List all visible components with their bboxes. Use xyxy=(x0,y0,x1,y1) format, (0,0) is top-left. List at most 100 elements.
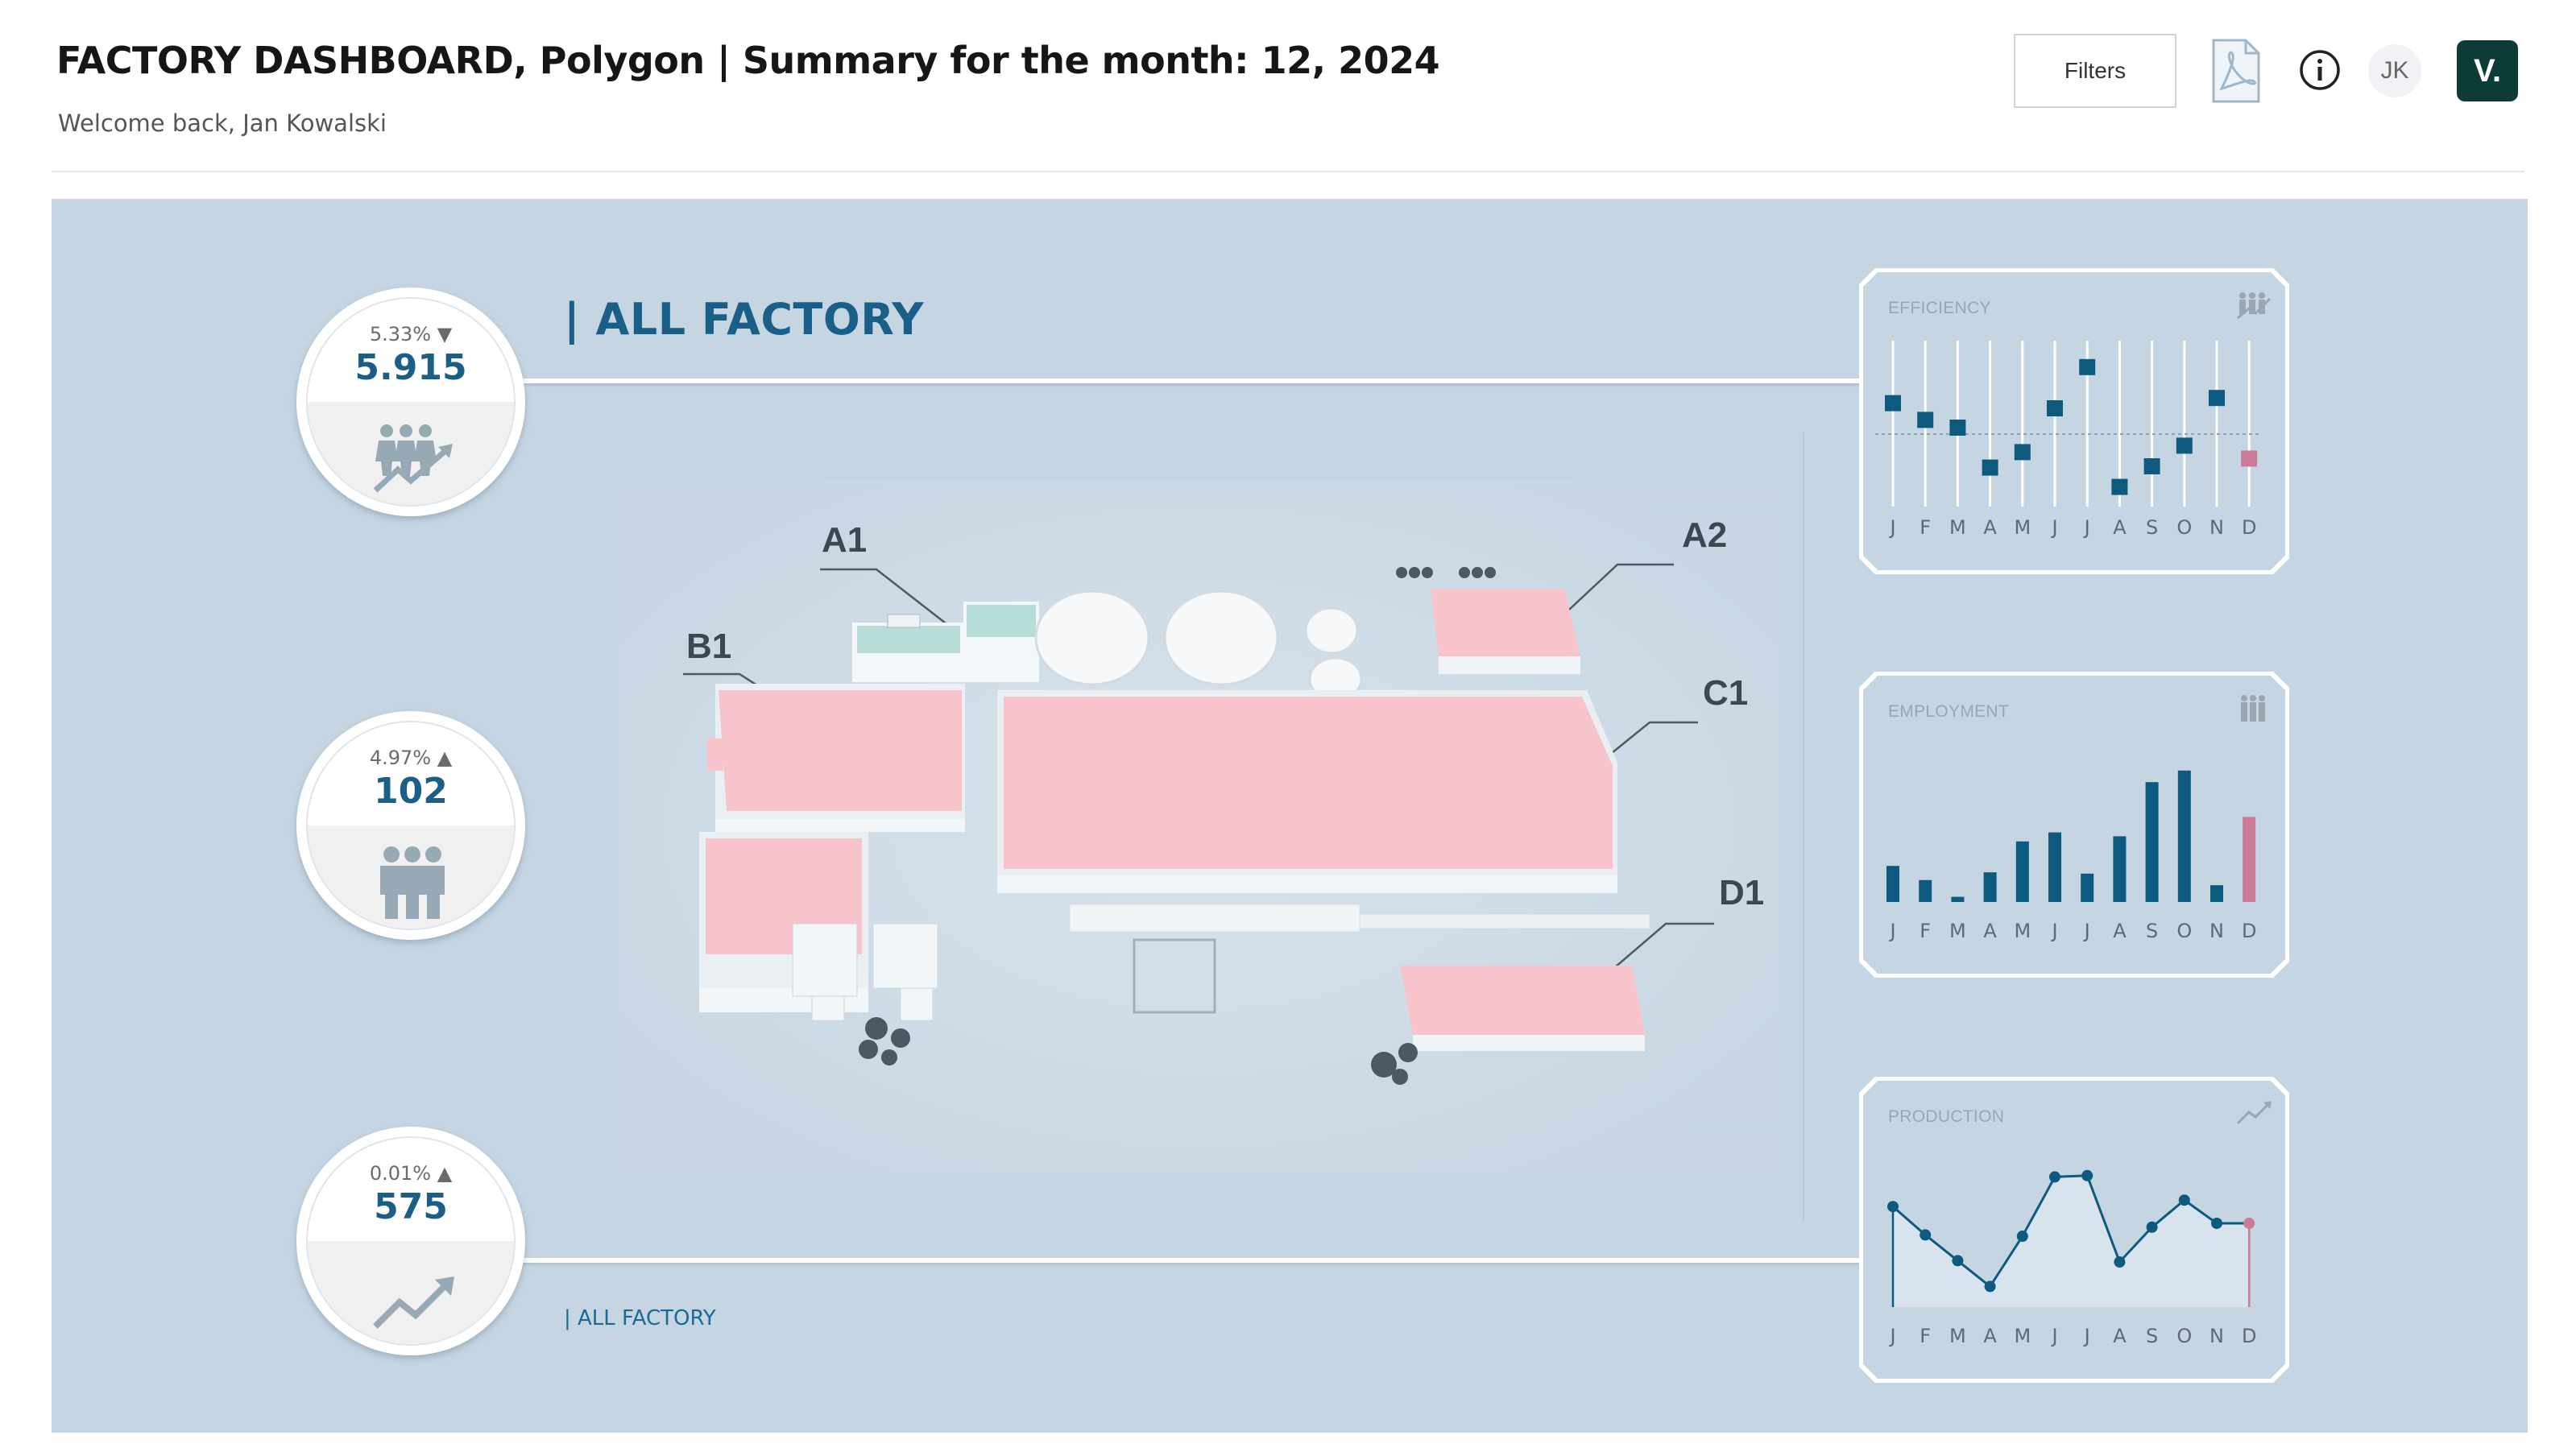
kpi-efficiency-body: 5.33% ▼ 5.915 xyxy=(306,297,516,507)
kpi-employment[interactable]: 4.97% ▲ 102 xyxy=(296,711,525,940)
building-c1[interactable] xyxy=(997,690,1617,893)
x-tick-label: F xyxy=(1920,516,1931,539)
factory-map: A1 B1 A2 C1 D1 xyxy=(619,481,1779,1173)
data-point xyxy=(2081,1169,2094,1181)
x-tick-label: D xyxy=(2242,920,2256,942)
connector-line-bottom xyxy=(520,1258,1919,1263)
bar xyxy=(2048,832,2061,902)
people-growth-icon xyxy=(2237,292,2272,320)
zone-label-a1: A1 xyxy=(822,520,867,560)
bar xyxy=(1983,872,1997,902)
x-tick-label: A xyxy=(2113,516,2127,539)
kpi-production[interactable]: 0.01% ▲ 575 xyxy=(296,1127,525,1355)
page-title: FACTORY DASHBOARD, Polygon | Summary for… xyxy=(56,39,1440,82)
kpi-efficiency[interactable]: 5.33% ▼ 5.915 xyxy=(296,288,525,516)
filters-button[interactable]: Filters xyxy=(2014,34,2176,108)
x-tick-label: N xyxy=(2209,920,2224,942)
x-tick-label: M xyxy=(1949,516,1966,539)
card-title: EFFICIENCY xyxy=(1888,299,1991,317)
building-b1[interactable] xyxy=(707,684,965,832)
welcome-message: Welcome back, Jan Kowalski xyxy=(58,110,387,137)
x-tick-label: J xyxy=(2050,516,2057,539)
data-point xyxy=(2079,358,2096,375)
x-tick-label: S xyxy=(2146,920,2158,942)
arrow-down-icon: ▼ xyxy=(437,323,453,345)
brand-logo: V. xyxy=(2457,40,2518,101)
zone-label-c1: C1 xyxy=(1703,673,1748,713)
x-tick-label: J xyxy=(2083,920,2090,942)
data-point xyxy=(1949,420,1966,436)
bar xyxy=(1886,866,1899,902)
data-point xyxy=(1920,1229,1932,1241)
x-tick-label: O xyxy=(2176,1325,2192,1347)
building-d1[interactable] xyxy=(1400,966,1645,1051)
data-point xyxy=(1984,1280,1996,1293)
x-tick-label: A xyxy=(2113,920,2127,942)
bar xyxy=(1951,896,1965,902)
data-point xyxy=(2047,400,2063,416)
kpi-change: 0.01% ▲ xyxy=(369,1162,453,1185)
x-tick-label: J xyxy=(2083,1325,2090,1347)
divider-line xyxy=(1803,432,1804,1222)
bar xyxy=(2177,770,2191,902)
x-tick-label: M xyxy=(2014,1325,2031,1347)
data-point xyxy=(2146,1221,2158,1233)
x-tick-label: M xyxy=(1949,920,1966,942)
data-point xyxy=(2143,458,2160,474)
data-point xyxy=(2176,437,2193,454)
x-tick-label: F xyxy=(1920,1325,1931,1347)
x-tick-label: N xyxy=(2209,516,2224,539)
kpi-production-body: 0.01% ▲ 575 xyxy=(306,1136,516,1346)
section-title: | ALL FACTORY xyxy=(564,294,925,345)
x-tick-label: F xyxy=(1920,920,1931,942)
dashboard-panel: | ALL FACTORY | ALL FACTORY 5.33% ▼ 5.91… xyxy=(52,199,2528,1433)
x-tick-label: J xyxy=(2050,920,2057,942)
zone-label-d1: D1 xyxy=(1719,873,1764,912)
x-tick-label: J xyxy=(1888,920,1895,942)
info-icon[interactable] xyxy=(2298,48,2342,92)
people-icon xyxy=(2241,695,2265,722)
data-point xyxy=(2114,1256,2126,1268)
connector-line-top xyxy=(520,379,1919,383)
section-link[interactable]: | ALL FACTORY xyxy=(564,1306,716,1330)
bar xyxy=(2145,782,2159,902)
bar xyxy=(2015,841,2029,902)
bar xyxy=(2210,885,2223,902)
x-tick-label: S xyxy=(2146,1325,2158,1347)
people-icon xyxy=(380,846,445,919)
data-point xyxy=(2016,1231,2028,1242)
card-frame xyxy=(1859,268,2289,574)
kpi-bottom-band xyxy=(308,1241,514,1344)
data-point xyxy=(2209,390,2225,407)
bar xyxy=(2113,836,2127,902)
x-tick-label: M xyxy=(1949,1325,1966,1347)
user-avatar[interactable]: JK xyxy=(2368,44,2421,97)
x-tick-label: A xyxy=(1983,1325,1997,1347)
trees xyxy=(859,567,1496,1085)
data-point xyxy=(2211,1218,2222,1229)
x-tick-label: J xyxy=(2083,516,2090,539)
x-tick-label: A xyxy=(2113,1325,2127,1347)
bar xyxy=(2081,873,2094,902)
arrow-up-icon: ▲ xyxy=(437,1162,453,1185)
kpi-value: 5.915 xyxy=(354,347,467,388)
x-tick-label: O xyxy=(2176,516,2192,539)
kpi-value: 102 xyxy=(374,771,448,812)
building-a1[interactable] xyxy=(852,602,1039,682)
building-a2[interactable] xyxy=(1431,589,1580,674)
corridor xyxy=(792,904,1650,1021)
data-point xyxy=(1917,412,1934,428)
x-tick-label: M xyxy=(2014,516,2031,539)
arrow-up-icon: ▲ xyxy=(437,747,453,769)
data-point xyxy=(1885,395,1901,412)
pdf-export-icon[interactable] xyxy=(2210,37,2262,105)
trend-up-icon xyxy=(373,1276,454,1329)
x-tick-label: J xyxy=(2050,1325,2057,1347)
data-point xyxy=(1887,1201,1899,1213)
trend-up-icon xyxy=(2236,1101,2272,1125)
header-divider xyxy=(52,171,2524,172)
